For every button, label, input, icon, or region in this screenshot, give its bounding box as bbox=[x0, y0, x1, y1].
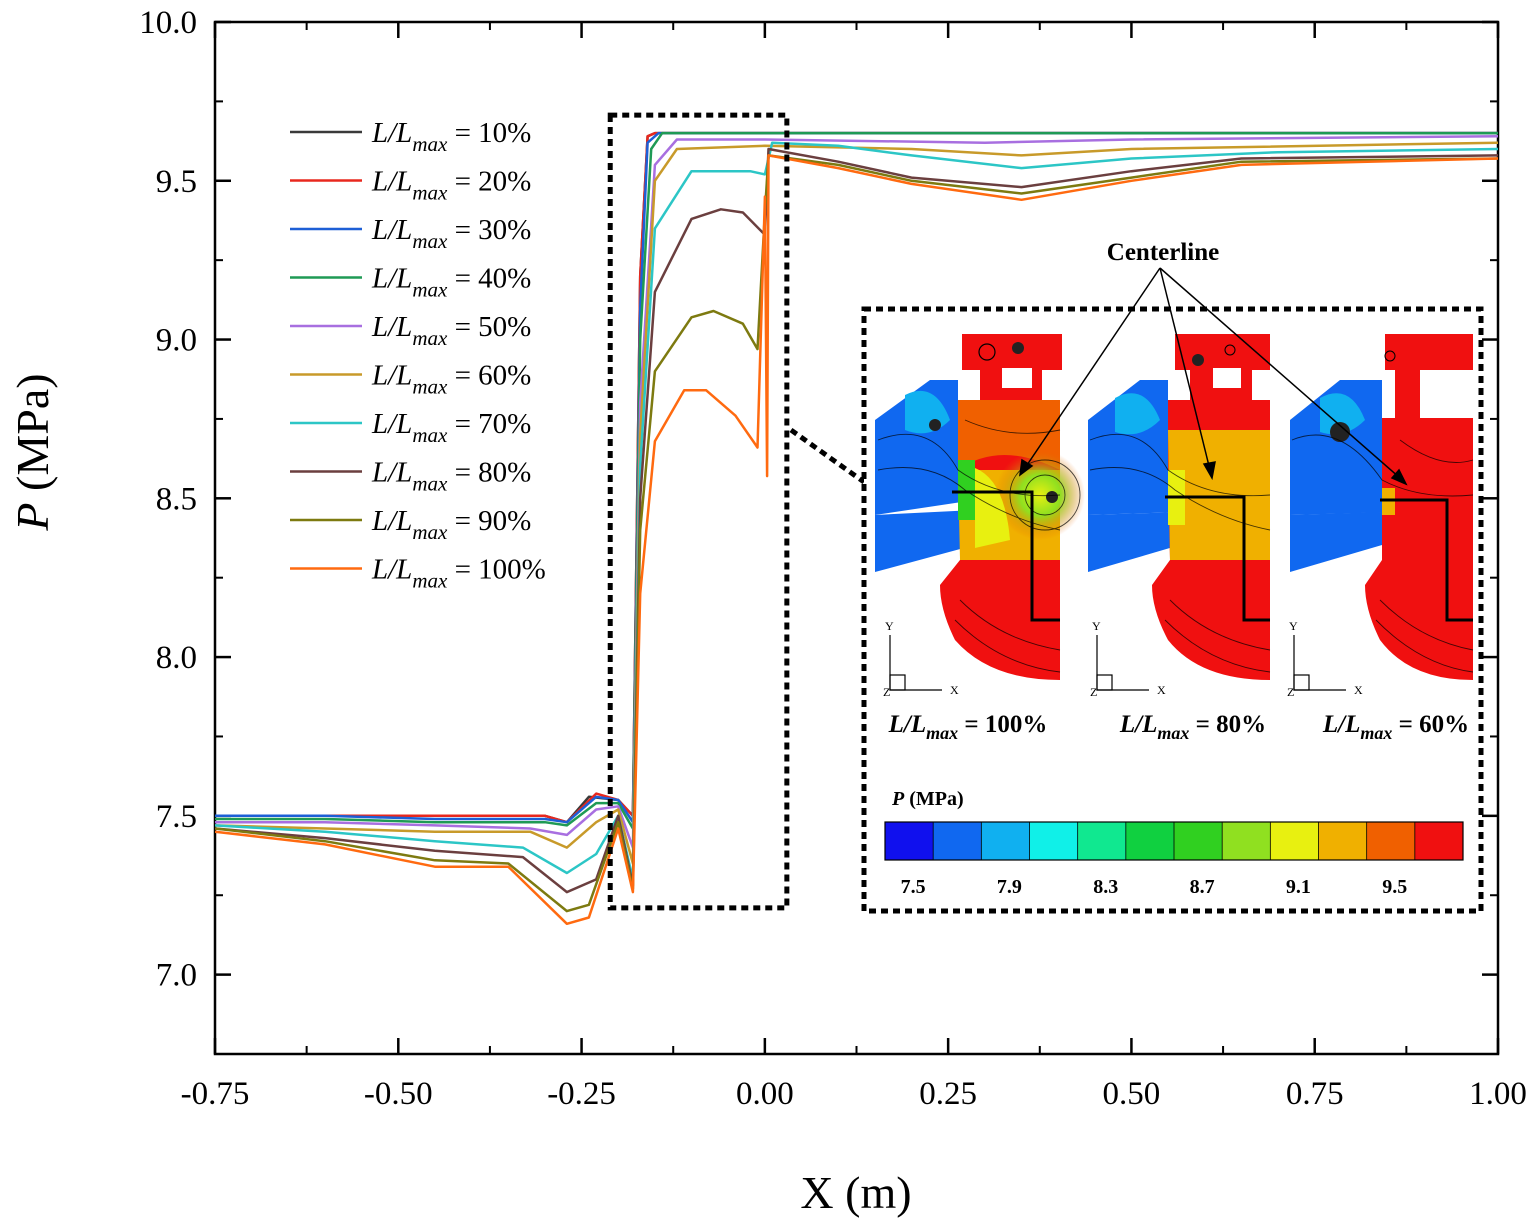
x-tick-label: -0.75 bbox=[181, 1076, 250, 1112]
svg-text:Z: Z bbox=[1090, 685, 1097, 699]
legend-label: L/Lmax = 30% bbox=[371, 214, 531, 253]
colorbar-tick-label: 7.9 bbox=[997, 876, 1022, 898]
legend-label: L/Lmax = 50% bbox=[371, 311, 531, 350]
series-line-90pct bbox=[215, 154, 1498, 913]
colorbar-segment bbox=[1414, 822, 1464, 860]
colorbar-segment bbox=[1125, 822, 1175, 860]
colorbar-segment bbox=[1029, 822, 1079, 860]
y-tick-label: 7.5 bbox=[156, 799, 197, 835]
series-line-80pct bbox=[215, 147, 1498, 894]
axis-ticks: -0.75 -0.50 -0.25 0.00 0.25 0.50 0.75 1.00 7.0 7.… bbox=[139, 5, 1527, 1112]
legend: L/Lmax = 10% L/Lmax = 20% L/Lmax = 30% L/Lm… bbox=[290, 117, 546, 593]
legend-label: L/Lmax = 20% bbox=[371, 166, 531, 205]
colorbar-segment bbox=[1366, 822, 1416, 860]
colorbar-segment bbox=[1318, 822, 1368, 860]
colorbar-ticks: 7.5 7.9 8.3 8.7 9.1 9.5 bbox=[901, 876, 1408, 898]
zoom-connector bbox=[789, 427, 866, 485]
coordinate-triads bbox=[889, 635, 1346, 691]
y-tick-label: 9.0 bbox=[156, 323, 197, 359]
triad-labels: Y X Z Y X Z Y X Z bbox=[883, 619, 1363, 699]
colorbar-tick-label: 8.3 bbox=[1093, 876, 1118, 898]
legend-label: L/Lmax = 10% bbox=[371, 117, 531, 156]
panel-label: L/Lmax = 60% bbox=[1322, 711, 1469, 743]
legend-label: L/Lmax = 40% bbox=[371, 263, 531, 302]
y-tick-label: 8.0 bbox=[156, 640, 197, 676]
x-axis-title: X (m) bbox=[800, 1167, 911, 1218]
svg-text:Y: Y bbox=[885, 619, 894, 633]
x-tick-label: 0.00 bbox=[736, 1076, 794, 1112]
y-tick-label: 9.5 bbox=[156, 164, 197, 200]
y-axis-title: P (MPa) bbox=[7, 373, 58, 531]
svg-text:Y: Y bbox=[1289, 619, 1298, 633]
colorbar-title: P (MPa) bbox=[891, 788, 964, 810]
colorbar-segment bbox=[933, 822, 982, 860]
panel-label: L/Lmax = 80% bbox=[1119, 711, 1266, 743]
svg-text:Z: Z bbox=[1287, 685, 1294, 699]
contour-panel-80 bbox=[1088, 334, 1271, 680]
y-tick-label: 10.0 bbox=[139, 5, 197, 41]
colorbar-segment bbox=[1174, 822, 1223, 860]
centerline-arrows bbox=[1019, 267, 1408, 486]
zoom-box bbox=[607, 112, 790, 911]
series-line-100pct bbox=[215, 154, 1498, 926]
x-tick-label: -0.50 bbox=[364, 1076, 433, 1112]
colorbar-tick-label: 9.1 bbox=[1286, 876, 1311, 898]
svg-text:X: X bbox=[1157, 683, 1166, 697]
legend-label: L/Lmax = 80% bbox=[371, 457, 531, 496]
svg-text:Y: Y bbox=[1092, 619, 1101, 633]
colorbar-segment bbox=[981, 822, 1030, 860]
x-tick-label: 0.25 bbox=[919, 1076, 977, 1112]
colorbar-tick-label: 9.5 bbox=[1382, 876, 1407, 898]
svg-text:X: X bbox=[950, 683, 959, 697]
y-tick-label: 8.5 bbox=[156, 481, 197, 517]
series-group bbox=[215, 131, 1498, 926]
contour-inset: YXZ YXZ YXZ Centerline L/Lmax = 100% L/Lm… bbox=[861, 239, 1484, 914]
colorbar-segment bbox=[885, 822, 934, 860]
colorbar-segment bbox=[1222, 822, 1271, 860]
colorbar-segment bbox=[1077, 822, 1127, 860]
contour-panel-100 bbox=[875, 334, 1085, 680]
x-tick-label: 1.00 bbox=[1469, 1076, 1527, 1112]
colorbar bbox=[884, 821, 1464, 861]
contour-panel-60 bbox=[1290, 334, 1474, 680]
series-line-70pct bbox=[215, 141, 1498, 881]
y-tick-label: 7.0 bbox=[156, 958, 197, 994]
legend-label: L/Lmax = 70% bbox=[371, 408, 531, 447]
legend-label: L/Lmax = 90% bbox=[371, 505, 531, 544]
centerline-label: Centerline bbox=[1107, 239, 1219, 266]
svg-text:X: X bbox=[1354, 683, 1363, 697]
panel-label: L/Lmax = 100% bbox=[888, 711, 1048, 743]
legend-label: L/Lmax = 100% bbox=[371, 554, 546, 593]
svg-text:Z: Z bbox=[883, 685, 890, 699]
x-tick-label: 0.50 bbox=[1103, 1076, 1161, 1112]
legend-label: L/Lmax = 60% bbox=[371, 360, 531, 399]
x-tick-label: -0.25 bbox=[547, 1076, 616, 1112]
panel-labels: L/Lmax = 100% L/Lmax = 80% L/Lmax = 60% bbox=[888, 711, 1470, 743]
x-tick-label: 0.75 bbox=[1286, 1076, 1344, 1112]
colorbar-tick-label: 8.7 bbox=[1190, 876, 1215, 898]
colorbar-segment bbox=[1270, 822, 1319, 860]
colorbar-tick-label: 7.5 bbox=[901, 876, 926, 898]
